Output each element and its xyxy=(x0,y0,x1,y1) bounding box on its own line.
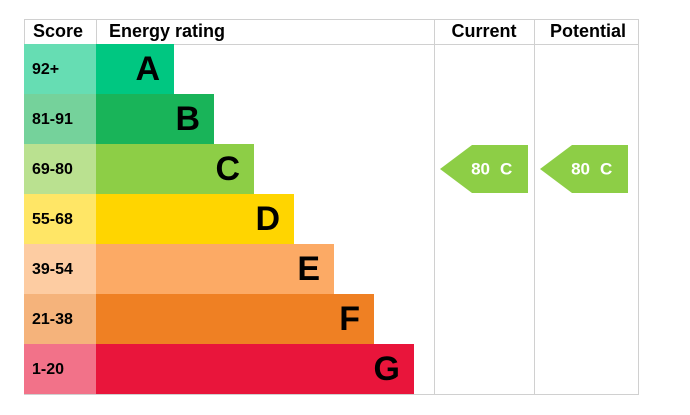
score-label: 81-91 xyxy=(32,111,73,128)
arrow-letter: C xyxy=(600,159,612,178)
rating-letter: G xyxy=(374,350,400,388)
score-label: 1-20 xyxy=(32,361,64,378)
rating-letter: C xyxy=(215,150,240,188)
rating-letter: F xyxy=(339,300,360,338)
score-label: 21-38 xyxy=(32,311,73,328)
score-cell-tint xyxy=(24,194,96,244)
score-cell-tint xyxy=(24,294,96,344)
score-cell-tint xyxy=(24,244,96,294)
header-current: Current xyxy=(451,21,516,41)
score-cell-tint xyxy=(24,44,96,94)
rating-bar xyxy=(96,294,374,344)
score-cell xyxy=(24,94,96,144)
rating-bar xyxy=(96,244,334,294)
score-cell-tint xyxy=(24,144,96,194)
rating-bar xyxy=(96,344,414,394)
header-score: Score xyxy=(33,21,83,41)
rating-letter: D xyxy=(255,200,280,238)
arrow-value: 80 xyxy=(471,159,490,178)
score-cell xyxy=(24,344,96,394)
rating-arrow xyxy=(540,145,628,193)
rating-arrow xyxy=(440,145,528,193)
score-cell-tint xyxy=(24,344,96,394)
rating-letter: E xyxy=(297,250,320,288)
score-cell xyxy=(24,144,96,194)
rating-letter: B xyxy=(175,100,200,138)
header-potential: Potential xyxy=(550,21,626,41)
score-label: 55-68 xyxy=(32,211,73,228)
score-label: 69-80 xyxy=(32,161,73,178)
score-cell-tint xyxy=(24,94,96,144)
arrow-letter: C xyxy=(500,159,512,178)
score-label: 92+ xyxy=(32,61,59,78)
rating-letter: A xyxy=(135,50,160,88)
score-cell xyxy=(24,294,96,344)
rating-bar xyxy=(96,44,174,94)
rating-bar xyxy=(96,144,254,194)
arrow-value: 80 xyxy=(571,159,590,178)
score-cell xyxy=(24,244,96,294)
score-cell xyxy=(24,44,96,94)
score-cell xyxy=(24,194,96,244)
score-label: 39-54 xyxy=(32,261,73,278)
rating-bar xyxy=(96,94,214,144)
header-rating: Energy rating xyxy=(109,21,225,41)
rating-bar xyxy=(96,194,294,244)
